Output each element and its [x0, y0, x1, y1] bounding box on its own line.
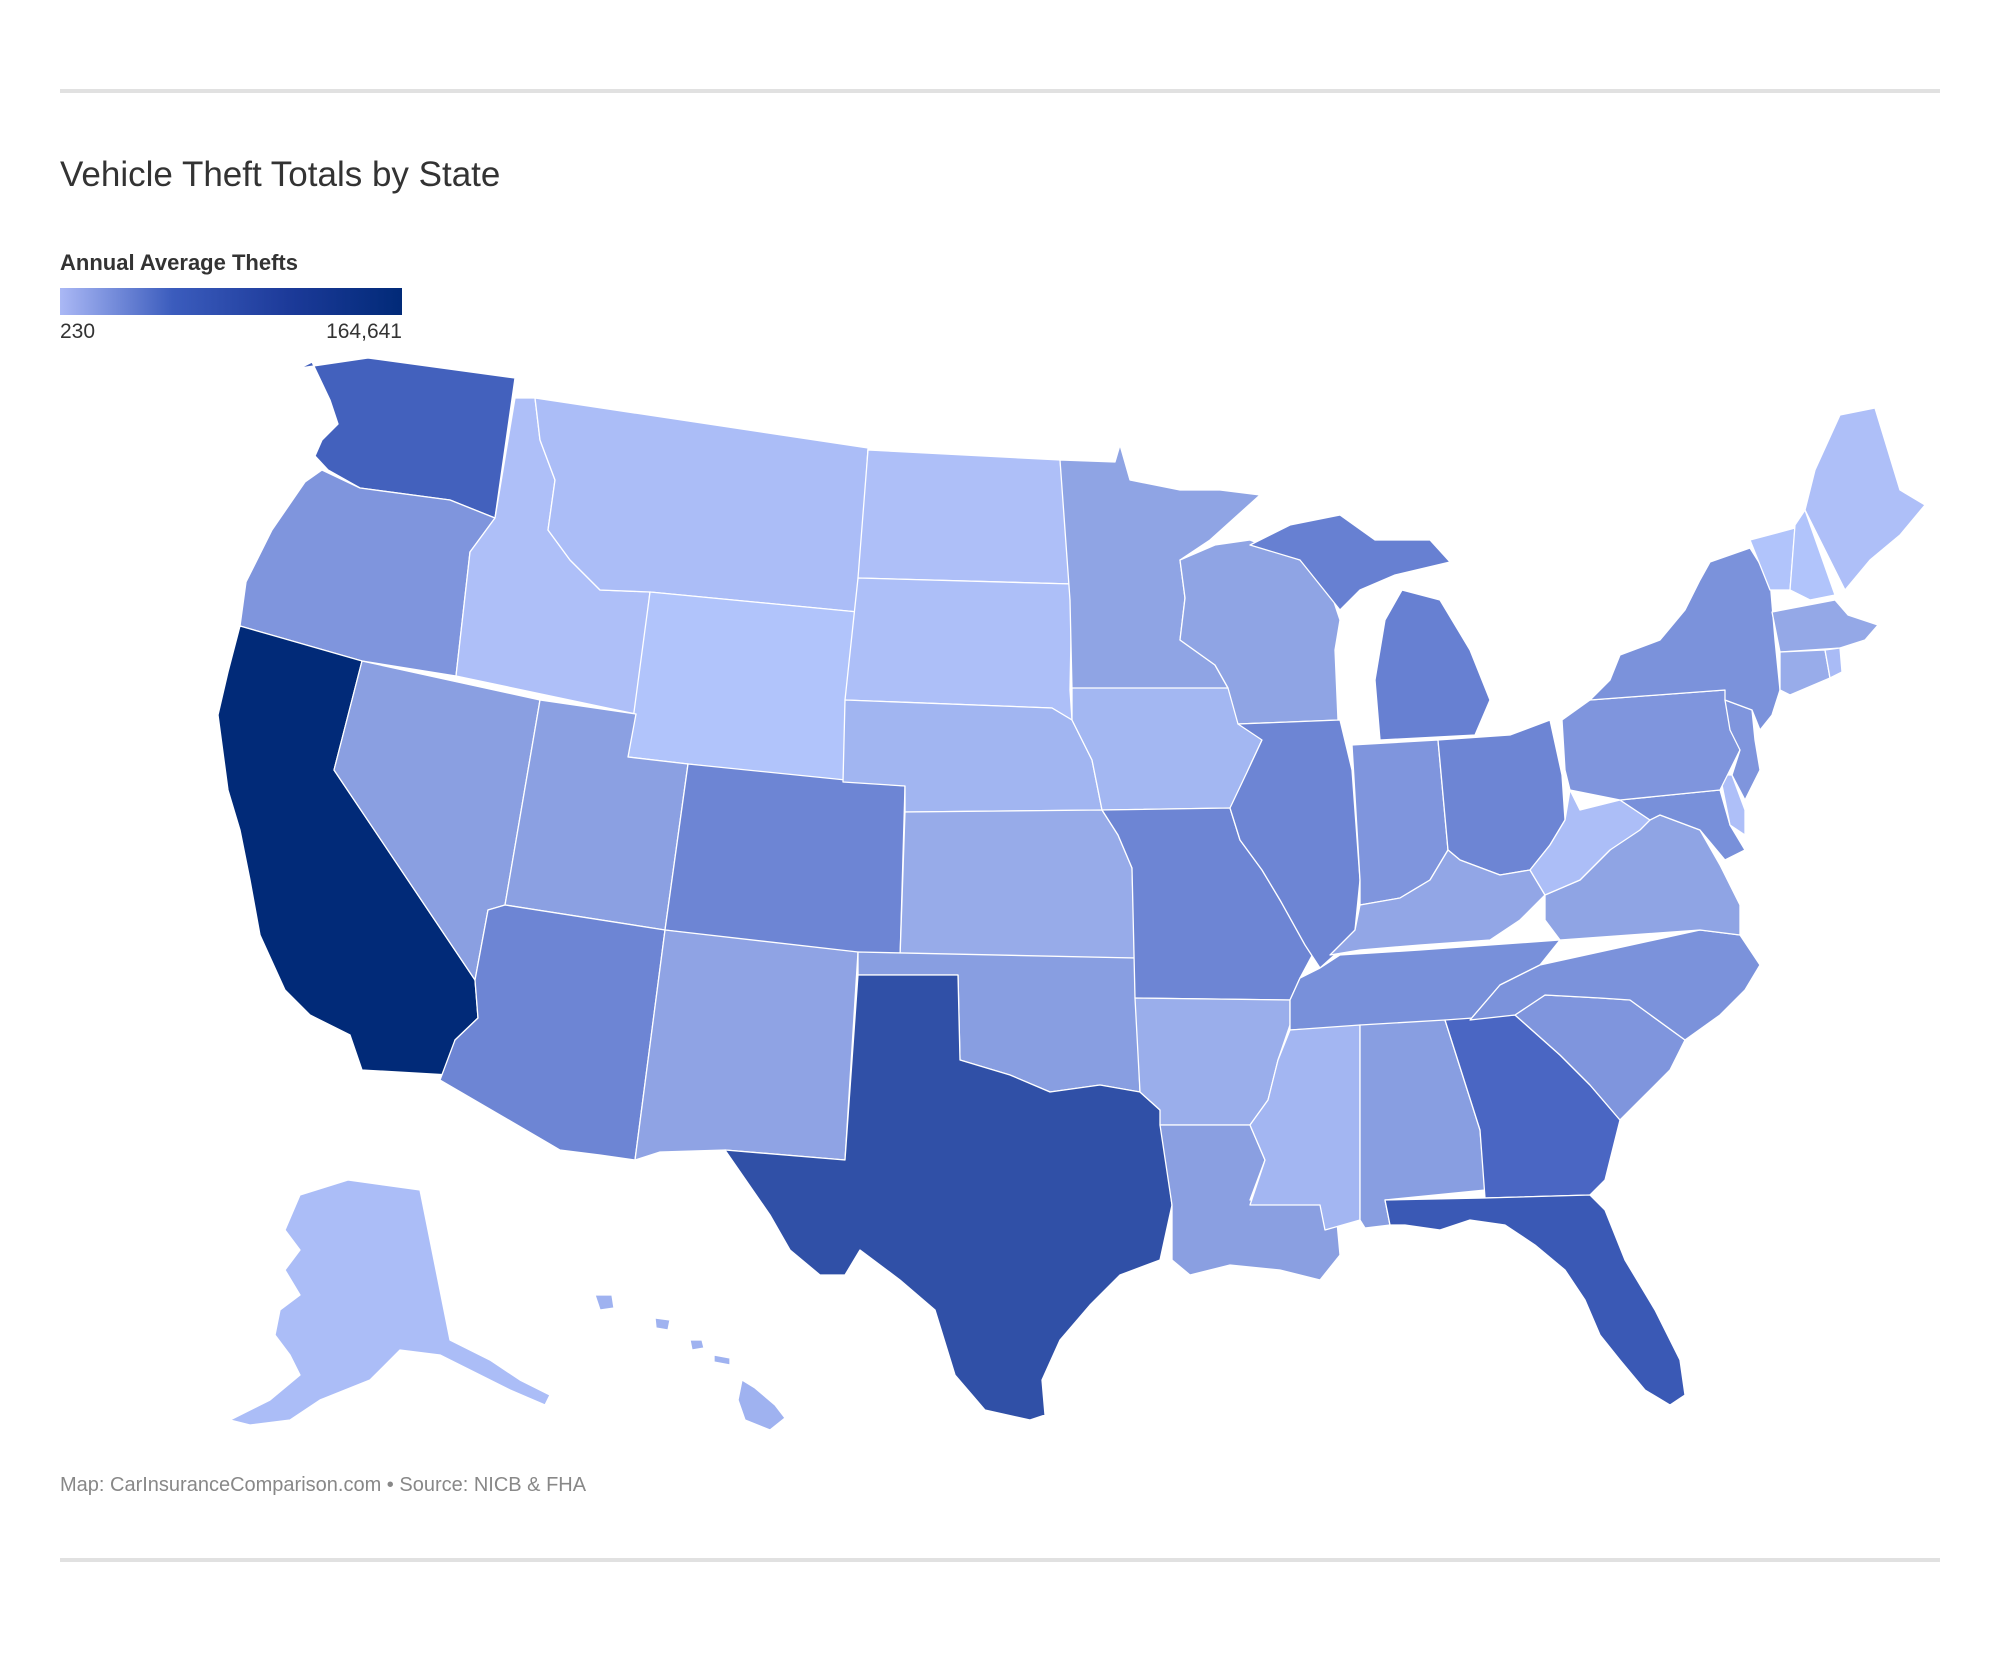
state-NC[interactable]	[1469, 929, 1761, 1041]
state-WA[interactable]	[299, 357, 516, 519]
state-KS[interactable]	[899, 809, 1136, 959]
state-RI[interactable]	[1824, 647, 1843, 679]
legend-min-label: 230	[60, 320, 96, 343]
state-ND[interactable]	[857, 449, 1073, 585]
legend-max-label: 164,641	[326, 320, 402, 343]
color-legend: Annual Average Thefts 230 164,641	[60, 250, 402, 344]
map-title: Vehicle Theft Totals by State	[60, 155, 501, 194]
state-WY[interactable]	[627, 591, 859, 783]
state-MI[interactable]	[1249, 514, 1491, 741]
state-DE[interactable]	[1719, 774, 1746, 836]
state-IL[interactable]	[1229, 719, 1361, 969]
state-AK[interactable]	[229, 1179, 551, 1426]
legend-gradient-bar	[60, 288, 402, 315]
state-NJ[interactable]	[1724, 699, 1761, 801]
state-ME[interactable]	[1804, 407, 1926, 591]
state-CT[interactable]	[1779, 649, 1831, 696]
bottom-divider	[60, 1558, 1940, 1562]
state-MD[interactable]	[1619, 789, 1746, 861]
legend-title: Annual Average Thefts	[60, 250, 298, 275]
state-FL[interactable]	[1384, 1194, 1686, 1406]
state-OR[interactable]	[239, 469, 496, 677]
state-MA[interactable]	[1771, 599, 1879, 653]
state-KY[interactable]	[1329, 849, 1546, 956]
state-TN[interactable]	[1289, 939, 1561, 1031]
state-NM[interactable]	[634, 929, 859, 1161]
state-TX[interactable]	[724, 974, 1173, 1421]
state-SD[interactable]	[844, 577, 1073, 721]
top-divider	[60, 89, 1940, 93]
state-PA[interactable]	[1561, 689, 1746, 801]
state-CO[interactable]	[664, 763, 906, 961]
source-credit: Map: CarInsuranceComparison.com • Source…	[60, 1474, 587, 1496]
legend-labels: 230 164,641	[60, 320, 402, 344]
state-NH[interactable]	[1789, 509, 1836, 601]
state-HI[interactable]	[594, 1294, 786, 1431]
